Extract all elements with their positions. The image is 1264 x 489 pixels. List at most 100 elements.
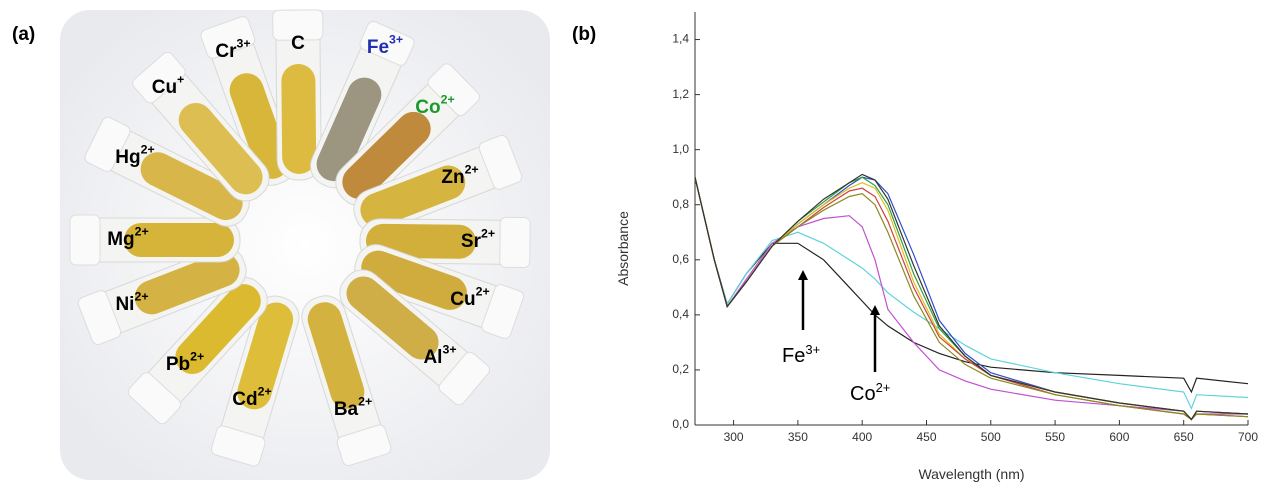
tube-label: Cd2+ <box>232 385 271 410</box>
tube-label: Al3+ <box>423 343 456 368</box>
tube-cap <box>69 214 101 266</box>
tube-liquid <box>140 152 243 221</box>
tube-label-base: Hg <box>115 147 140 168</box>
tube-label: Mg2+ <box>107 225 149 250</box>
tube <box>335 63 480 207</box>
tube-label-sup: 2+ <box>441 93 455 107</box>
tube-liquid <box>342 111 431 199</box>
series-line <box>694 177 1248 421</box>
tube-liquid <box>175 284 261 375</box>
y-tick-label: 1,0 <box>672 142 689 156</box>
x-tick-label: 400 <box>852 430 872 444</box>
tube-label: Cu+ <box>152 73 185 98</box>
tube-label: Pb2+ <box>166 350 204 375</box>
tube-liquid <box>237 302 294 410</box>
tube <box>210 295 300 467</box>
tube-label-sup: 2+ <box>134 290 148 304</box>
tube <box>354 244 525 339</box>
tube <box>272 9 324 181</box>
chart: (b) 0,0 0,2 0,4 0,6 0,8 1,0 1,2 1,4 300 350 400 450 5… <box>572 12 1258 482</box>
tube <box>132 51 270 202</box>
tube <box>200 16 296 186</box>
y-tick-label: 0,6 <box>672 252 689 266</box>
tube <box>84 116 250 227</box>
x-tick-label: 550 <box>1045 430 1065 444</box>
tube-label: Zn2+ <box>441 163 478 188</box>
tube-label-sup: 2+ <box>476 285 490 299</box>
tube-liquid <box>307 302 365 409</box>
tube-label: Cu2+ <box>450 285 489 310</box>
tube-liquid <box>229 73 290 179</box>
tube-label-base: Ni <box>115 294 134 315</box>
x-tick-label: 500 <box>981 430 1001 444</box>
x-tick-label: 350 <box>788 430 808 444</box>
y-tick-label: 0,0 <box>672 417 689 431</box>
tube-cap <box>438 351 491 406</box>
tube-label: Hg2+ <box>115 143 154 168</box>
x-tick-label: 300 <box>724 430 744 444</box>
tube <box>339 269 491 406</box>
y-tick-label: 1,2 <box>672 87 689 101</box>
annotation-base: Fe <box>782 345 805 367</box>
tube-label-sup: 3+ <box>237 37 251 51</box>
tube-liquid <box>360 165 466 228</box>
tube-liquid <box>281 64 317 175</box>
tube-label-base: Al <box>423 347 442 368</box>
tube-label: Ba2+ <box>334 395 372 420</box>
tube-cap <box>272 9 324 41</box>
annotation: Fe3+ <box>782 342 820 367</box>
tube-label-base: C <box>291 33 305 54</box>
annotation-arrowhead <box>798 270 808 280</box>
tube-label-sup: 2+ <box>465 163 479 177</box>
y-tick-label: 0,2 <box>672 362 689 376</box>
annotation-sup: 3+ <box>805 342 820 357</box>
tube-label-base: Mg <box>107 229 134 250</box>
annotation-sup: 2+ <box>876 380 891 395</box>
tube-liquid <box>178 102 263 195</box>
series-line <box>694 173 1249 421</box>
x-tick-label: 450 <box>916 430 936 444</box>
tube-label-sup: 2+ <box>190 350 204 364</box>
series-line <box>694 177 1249 411</box>
tube-liquid <box>346 276 439 360</box>
tube-label: C <box>291 33 305 54</box>
tube-label-sup: 3+ <box>442 343 456 357</box>
tube-cap <box>336 424 392 467</box>
tube <box>69 214 241 266</box>
panel-label: (a) <box>12 24 35 45</box>
tube-label: Sr2+ <box>461 227 495 252</box>
photo: (a)Cr3+ C Fe3+Co2+Zn2+Sr2+Cu2+Al3+Ba2+Cd2+… <box>12 9 531 467</box>
annotation: Co2+ <box>850 380 890 405</box>
y-axis-title: Absorbance <box>615 211 631 286</box>
tube-label: Fe3+ <box>367 33 403 58</box>
panel-label: (b) <box>572 24 596 45</box>
tube-label-sup: 3+ <box>389 33 403 47</box>
tube-label-base: Pb <box>166 354 190 375</box>
tube-label-base: Sr <box>461 231 482 252</box>
tube-cap <box>499 216 531 269</box>
tube-label: Ni2+ <box>115 290 148 315</box>
tube-label-base: Cu <box>152 77 177 98</box>
tube-cap <box>132 51 186 104</box>
tube-cap <box>84 116 131 172</box>
tube <box>127 277 268 425</box>
tube <box>301 295 392 467</box>
tube-label-base: Cu <box>450 289 475 310</box>
tube-liquid <box>124 223 234 257</box>
tube-cap <box>210 425 266 467</box>
tube-cap <box>481 284 525 339</box>
x-tick-label: 650 <box>1174 430 1194 444</box>
tube-label-base: Cr <box>215 41 237 62</box>
tube-label-base: Ba <box>334 399 359 420</box>
tube <box>77 246 247 346</box>
tube-cap <box>427 63 480 117</box>
tube-label: Cr3+ <box>215 37 250 62</box>
tube-label-base: Co <box>415 97 440 118</box>
annotation-arrowhead <box>870 305 880 315</box>
tube <box>310 20 415 189</box>
tube-label-base: Fe <box>367 37 389 58</box>
x-axis-title: Wavelength (nm) <box>918 466 1024 482</box>
tube-label-sup: + <box>177 73 184 87</box>
tube-label-base: Zn <box>441 167 464 188</box>
